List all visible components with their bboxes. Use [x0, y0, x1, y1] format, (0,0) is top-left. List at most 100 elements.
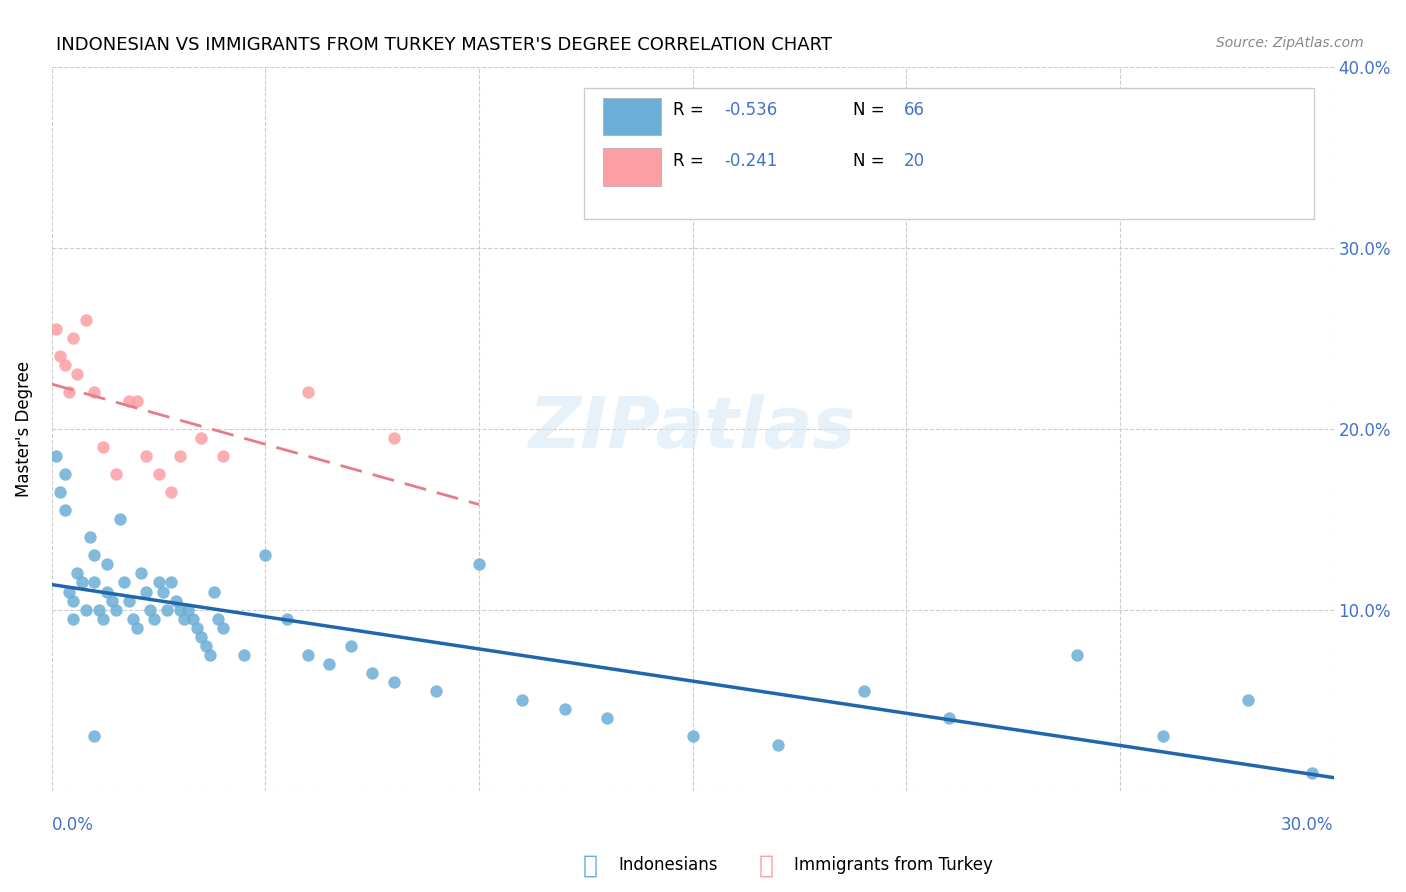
Point: [127, 394, 149, 409]
Point: [938, 711, 960, 725]
Point: [143, 612, 166, 626]
Text: 30.0%: 30.0%: [1281, 816, 1334, 834]
Point: [276, 612, 298, 626]
Point: [62, 612, 84, 626]
Point: [318, 657, 340, 671]
Point: [160, 575, 183, 590]
Point: [45, 322, 67, 336]
Point: [70, 575, 93, 590]
Point: [211, 449, 233, 463]
Point: [190, 431, 212, 445]
Text: -0.536: -0.536: [724, 101, 778, 119]
Point: [91, 612, 114, 626]
Point: [165, 593, 187, 607]
Point: [91, 440, 114, 454]
Point: [58, 584, 80, 599]
Text: ⬜: ⬜: [583, 854, 598, 877]
Point: [75, 313, 97, 327]
Point: [194, 639, 217, 653]
Point: [361, 665, 384, 680]
Text: Source: ZipAtlas.com: Source: ZipAtlas.com: [1216, 36, 1364, 50]
Point: [152, 584, 174, 599]
Point: [139, 602, 162, 616]
Point: [118, 394, 141, 409]
Point: [160, 485, 183, 500]
FancyBboxPatch shape: [603, 98, 661, 136]
Point: [1301, 765, 1323, 780]
Text: ⬜: ⬜: [759, 854, 773, 877]
Point: [682, 729, 704, 743]
Point: [173, 612, 195, 626]
Point: [127, 621, 149, 635]
Point: [596, 711, 619, 725]
Point: [382, 675, 405, 690]
Point: [553, 702, 575, 716]
Point: [96, 584, 118, 599]
Point: [112, 575, 135, 590]
Point: [254, 549, 277, 563]
Point: [96, 558, 118, 572]
Point: [766, 739, 789, 753]
Point: [131, 566, 153, 581]
Point: [181, 612, 204, 626]
Point: [62, 593, 84, 607]
Point: [468, 558, 491, 572]
Text: INDONESIAN VS IMMIGRANTS FROM TURKEY MASTER'S DEGREE CORRELATION CHART: INDONESIAN VS IMMIGRANTS FROM TURKEY MAS…: [56, 36, 832, 54]
Text: R =: R =: [673, 152, 710, 169]
Point: [87, 602, 110, 616]
Point: [169, 449, 191, 463]
Point: [135, 449, 157, 463]
Y-axis label: Master's Degree: Master's Degree: [15, 360, 32, 497]
Point: [100, 593, 122, 607]
Point: [83, 729, 105, 743]
Point: [190, 630, 212, 644]
Point: [83, 385, 105, 400]
Point: [1237, 693, 1260, 707]
Point: [510, 693, 533, 707]
Point: [62, 331, 84, 345]
Point: [118, 593, 141, 607]
Point: [83, 549, 105, 563]
Point: [49, 349, 72, 363]
Text: Immigrants from Turkey: Immigrants from Turkey: [794, 856, 993, 874]
Text: 0.0%: 0.0%: [52, 816, 94, 834]
Point: [202, 584, 225, 599]
Point: [66, 566, 89, 581]
Point: [75, 602, 97, 616]
FancyBboxPatch shape: [603, 148, 661, 186]
Point: [53, 358, 76, 372]
Point: [297, 385, 319, 400]
Point: [297, 648, 319, 662]
Point: [79, 530, 101, 544]
Point: [53, 503, 76, 517]
Point: [186, 621, 208, 635]
Point: [169, 602, 191, 616]
Point: [45, 449, 67, 463]
Point: [122, 612, 145, 626]
Point: [148, 467, 170, 481]
Point: [58, 385, 80, 400]
FancyBboxPatch shape: [583, 88, 1315, 219]
Point: [852, 684, 875, 698]
Point: [382, 431, 405, 445]
Text: ZIPatlas: ZIPatlas: [529, 394, 856, 463]
Point: [135, 584, 157, 599]
Point: [156, 602, 179, 616]
Point: [425, 684, 447, 698]
Point: [1152, 729, 1174, 743]
Point: [104, 467, 127, 481]
Point: [340, 639, 363, 653]
Text: N =: N =: [853, 101, 890, 119]
Point: [198, 648, 221, 662]
Text: 20: 20: [904, 152, 925, 169]
Point: [66, 368, 89, 382]
Point: [233, 648, 256, 662]
Point: [211, 621, 233, 635]
Point: [104, 602, 127, 616]
Point: [207, 612, 229, 626]
Text: 66: 66: [904, 101, 925, 119]
Point: [1066, 648, 1088, 662]
Point: [49, 485, 72, 500]
Point: [83, 575, 105, 590]
Text: N =: N =: [853, 152, 890, 169]
